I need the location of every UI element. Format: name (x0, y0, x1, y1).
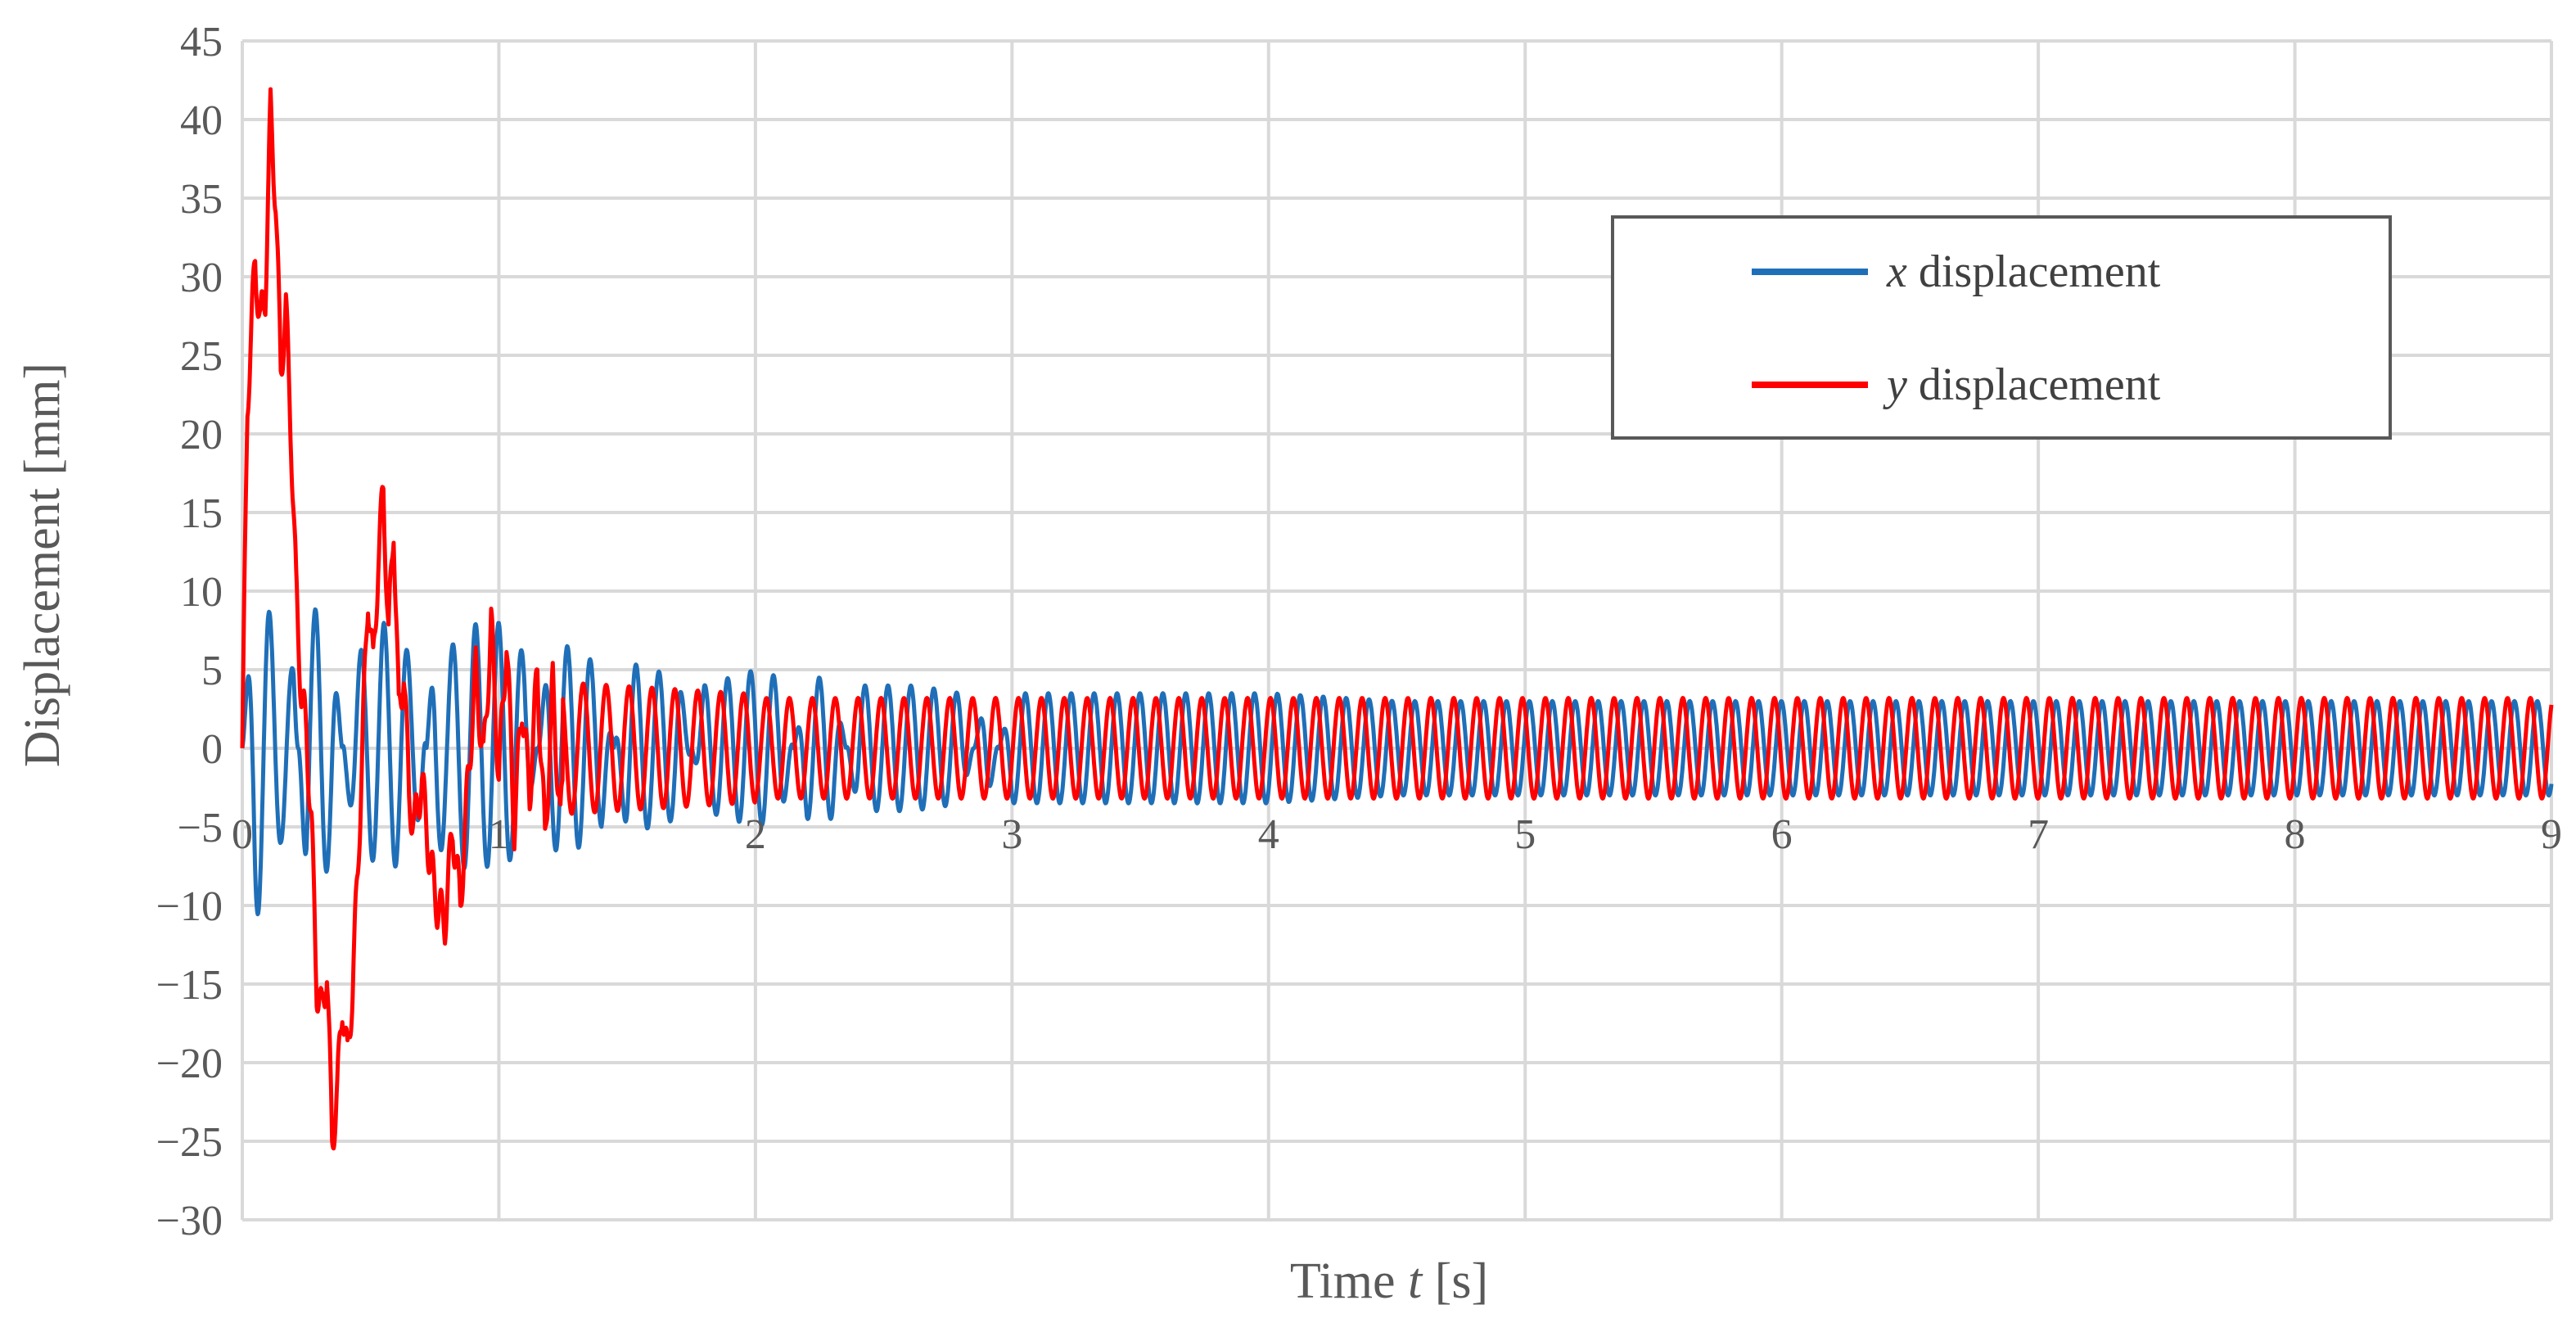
y-tick-label: −5 (178, 805, 223, 851)
y-tick-label: −30 (156, 1198, 223, 1244)
y-tick-labels: 45 40 35 30 25 20 15 10 5 0 −5 −10 −15 −20 −25 −30 (156, 19, 223, 1244)
x-tick-label: 9 (2541, 811, 2562, 858)
x-axis-title: Time t [s] (1290, 1253, 1488, 1309)
y-tick-label: 5 (201, 648, 223, 694)
legend-label-x: x displacement (1886, 246, 2161, 297)
y-tick-label: 10 (180, 569, 223, 616)
y-tick-label: −15 (156, 962, 223, 1009)
y-tick-label: −25 (156, 1119, 223, 1166)
x-tick-label: 5 (1514, 811, 1536, 858)
x-axis-title-prefix: Time (1290, 1253, 1408, 1309)
series-y-displacement-line (240, 87, 2554, 1151)
x-tick-label: 0 (232, 811, 253, 858)
x-tick-label: 7 (2028, 811, 2049, 858)
x-tick-label: 6 (1771, 811, 1793, 858)
legend-label-y: y displacement (1883, 359, 2161, 410)
x-tick-label: 3 (1001, 811, 1022, 858)
x-tick-label: 8 (2285, 811, 2306, 858)
y-tick-label: 0 (201, 726, 223, 773)
x-tick-labels: 0 1 2 3 4 5 6 7 8 9 (232, 811, 2562, 858)
x-axis-title-var: t (1408, 1253, 1423, 1309)
y-tick-label: −10 (156, 883, 223, 930)
legend-box (1611, 215, 2392, 440)
y-tick-label: 20 (180, 412, 223, 458)
legend: x displacement y displacement (1611, 215, 2392, 440)
plot-area (240, 87, 2554, 1151)
y-axis-title: Displacement [mm] (15, 363, 70, 767)
x-axis-title-suffix: [s] (1422, 1253, 1488, 1309)
y-tick-label: 45 (180, 19, 223, 65)
y-tick-label: 30 (180, 255, 223, 301)
y-tick-label: −20 (156, 1041, 223, 1087)
y-tick-label: 25 (180, 333, 223, 380)
x-tick-label: 1 (488, 811, 509, 858)
y-tick-label: 35 (180, 176, 223, 223)
y-tick-label: 15 (180, 490, 223, 537)
y-tick-label: 40 (180, 97, 223, 144)
x-tick-label: 4 (1258, 811, 1279, 858)
x-tick-label: 2 (745, 811, 766, 858)
